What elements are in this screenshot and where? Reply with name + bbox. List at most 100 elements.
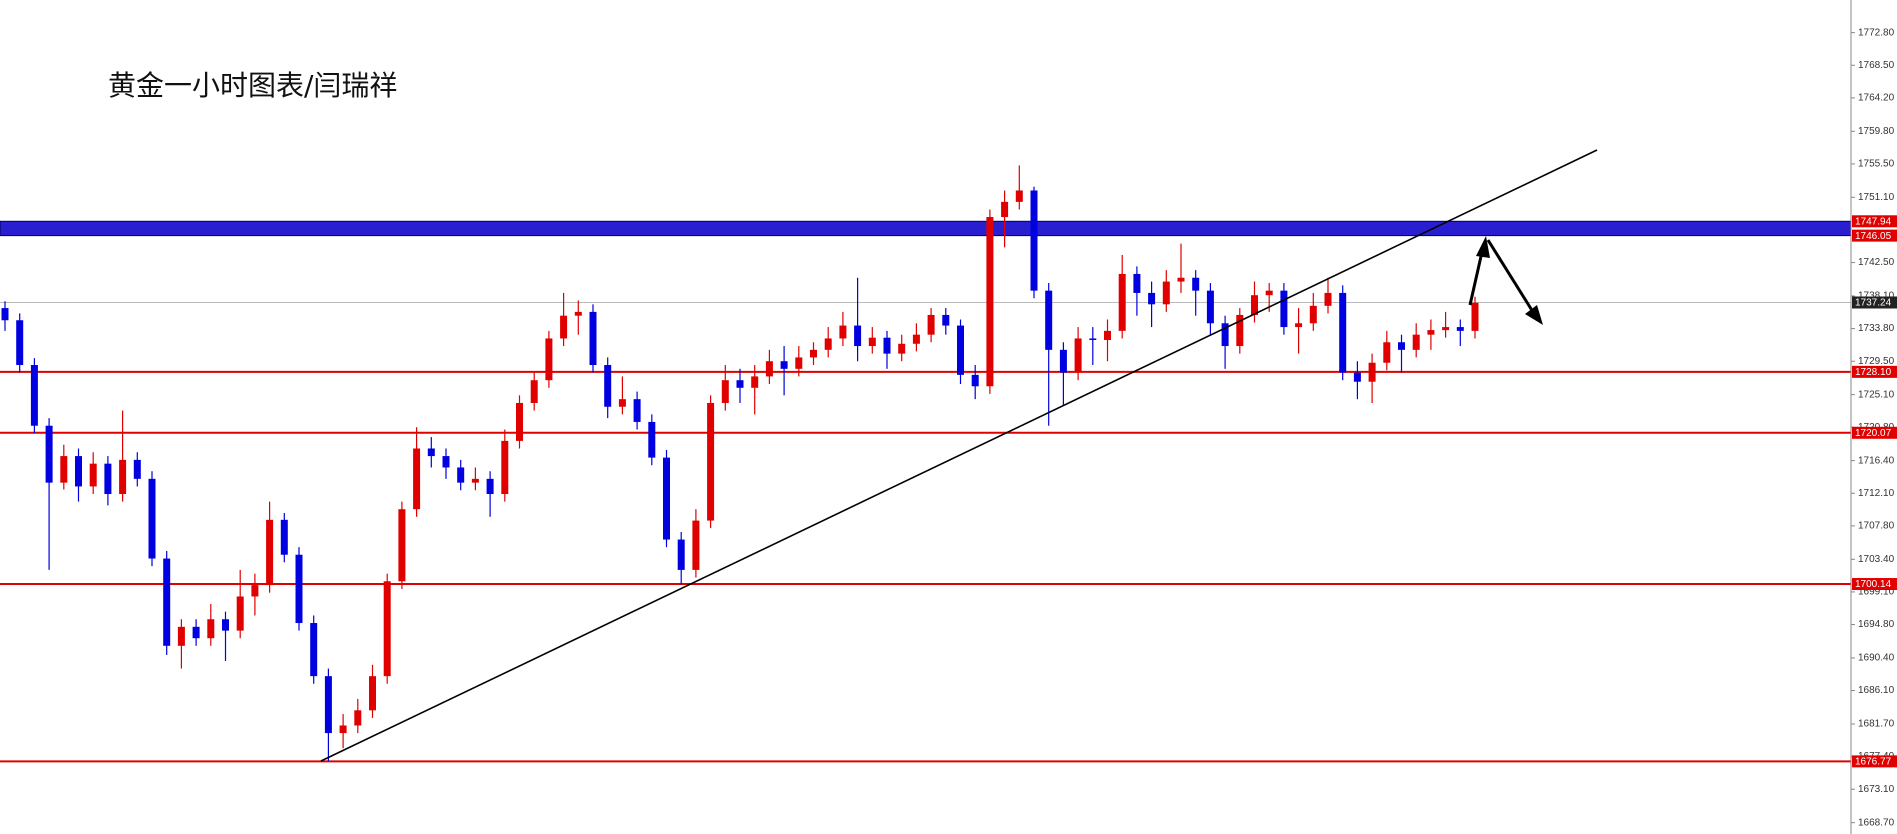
y-tick-label: 1751.10 bbox=[1858, 192, 1895, 203]
candle-body bbox=[839, 325, 847, 339]
candle-body bbox=[236, 596, 244, 631]
resistance-band bbox=[0, 220, 1852, 237]
candle-body bbox=[413, 448, 421, 510]
price-tag-label: 1737.24 bbox=[1855, 298, 1892, 309]
price-tag bbox=[1852, 755, 1897, 768]
y-tick-label: 1694.80 bbox=[1858, 619, 1895, 630]
candle-body bbox=[1383, 342, 1391, 363]
y-tick-label: 1686.10 bbox=[1858, 685, 1895, 696]
y-tick-label: 1733.80 bbox=[1858, 323, 1895, 334]
candle-body bbox=[1368, 362, 1376, 382]
y-tick-label: 1768.50 bbox=[1858, 60, 1895, 71]
chart-title: 黄金一小时图表/闫瑞祥 bbox=[108, 69, 397, 102]
candle-body bbox=[163, 558, 171, 646]
candle-body bbox=[692, 520, 700, 570]
candle-body bbox=[854, 325, 862, 347]
candle-body bbox=[912, 334, 920, 344]
candle-body bbox=[75, 456, 82, 487]
candle-body bbox=[45, 425, 53, 483]
y-tick-label: 1668.70 bbox=[1858, 817, 1895, 828]
price-tag bbox=[1852, 215, 1897, 228]
candle-body bbox=[1104, 330, 1111, 340]
candle-body bbox=[222, 619, 229, 631]
arrow-up bbox=[1468, 251, 1484, 306]
price-tag bbox=[1852, 229, 1897, 242]
candle-body bbox=[707, 402, 715, 521]
candle-body bbox=[1206, 290, 1214, 324]
candle-body bbox=[589, 311, 597, 366]
candle-body bbox=[545, 338, 553, 381]
candle-body bbox=[324, 676, 332, 734]
candle-body bbox=[1133, 273, 1141, 293]
y-tick-label: 1699.10 bbox=[1858, 587, 1895, 598]
price-tag bbox=[1852, 296, 1897, 309]
price-tag-label: 1676.77 bbox=[1855, 757, 1892, 768]
candle-body bbox=[751, 376, 759, 388]
arrow-head bbox=[1525, 305, 1543, 325]
candle-body bbox=[1162, 281, 1170, 305]
candles bbox=[1, 165, 1479, 762]
candle-body bbox=[177, 626, 185, 646]
candle-body bbox=[1251, 295, 1258, 315]
y-tick-label: 1764.20 bbox=[1858, 93, 1895, 104]
candle-body bbox=[383, 581, 391, 677]
candle-body bbox=[133, 459, 141, 479]
candle-body bbox=[148, 478, 156, 559]
candle-body bbox=[1324, 292, 1332, 306]
candle-body bbox=[1118, 273, 1126, 331]
y-tick-label: 1755.50 bbox=[1858, 159, 1895, 170]
candle-body bbox=[486, 478, 494, 495]
candle-body bbox=[765, 361, 773, 377]
candle-body bbox=[633, 399, 641, 422]
candle-body bbox=[1280, 290, 1288, 328]
y-tick-label: 1738.10 bbox=[1858, 291, 1895, 302]
candle-body bbox=[1148, 292, 1156, 305]
candle-body bbox=[1236, 314, 1244, 347]
trend-line bbox=[320, 149, 1598, 762]
candle-body bbox=[795, 357, 803, 369]
y-tick-label: 1729.50 bbox=[1858, 356, 1895, 367]
price-tag-label: 1728.10 bbox=[1855, 367, 1892, 378]
candle-body bbox=[957, 325, 964, 375]
candle-body bbox=[30, 365, 38, 426]
candle-body bbox=[986, 217, 994, 387]
candle-body bbox=[927, 314, 935, 335]
candle-body bbox=[1074, 338, 1082, 373]
candle-body bbox=[721, 380, 729, 403]
candle-body bbox=[868, 337, 876, 347]
candle-body bbox=[736, 380, 744, 388]
candle-body bbox=[60, 456, 68, 483]
candle-body bbox=[1309, 305, 1317, 324]
candle-body bbox=[971, 374, 979, 387]
candle-body bbox=[310, 623, 318, 677]
candle-body bbox=[604, 365, 612, 407]
candle-body bbox=[398, 509, 406, 582]
candle-body bbox=[89, 463, 97, 487]
candle-body bbox=[883, 337, 891, 354]
y-tick-label: 1716.40 bbox=[1858, 455, 1895, 466]
candle-body bbox=[1398, 342, 1405, 350]
candle-body bbox=[1265, 290, 1273, 296]
candle-body bbox=[1177, 277, 1185, 282]
candle-body bbox=[1442, 327, 1450, 331]
candle-body bbox=[501, 440, 509, 495]
candle-body bbox=[251, 585, 259, 597]
candle-body bbox=[280, 519, 288, 555]
price-tag bbox=[1852, 365, 1897, 378]
y-tick-label: 1673.10 bbox=[1858, 784, 1895, 795]
candle-body bbox=[898, 343, 906, 354]
price-tag bbox=[1852, 426, 1897, 439]
candle-body bbox=[780, 361, 788, 369]
price-tag-label: 1747.94 bbox=[1855, 216, 1892, 227]
candle-body bbox=[942, 314, 950, 326]
forecast-arrows bbox=[1468, 236, 1543, 325]
y-tick-label: 1759.80 bbox=[1858, 126, 1895, 137]
candle-body bbox=[1427, 330, 1435, 335]
y-tick-label: 1725.10 bbox=[1858, 389, 1895, 400]
price-tag-label: 1746.05 bbox=[1855, 231, 1892, 242]
candle-body bbox=[1015, 190, 1023, 202]
candle-body bbox=[207, 619, 215, 639]
candle-body bbox=[1295, 323, 1303, 328]
